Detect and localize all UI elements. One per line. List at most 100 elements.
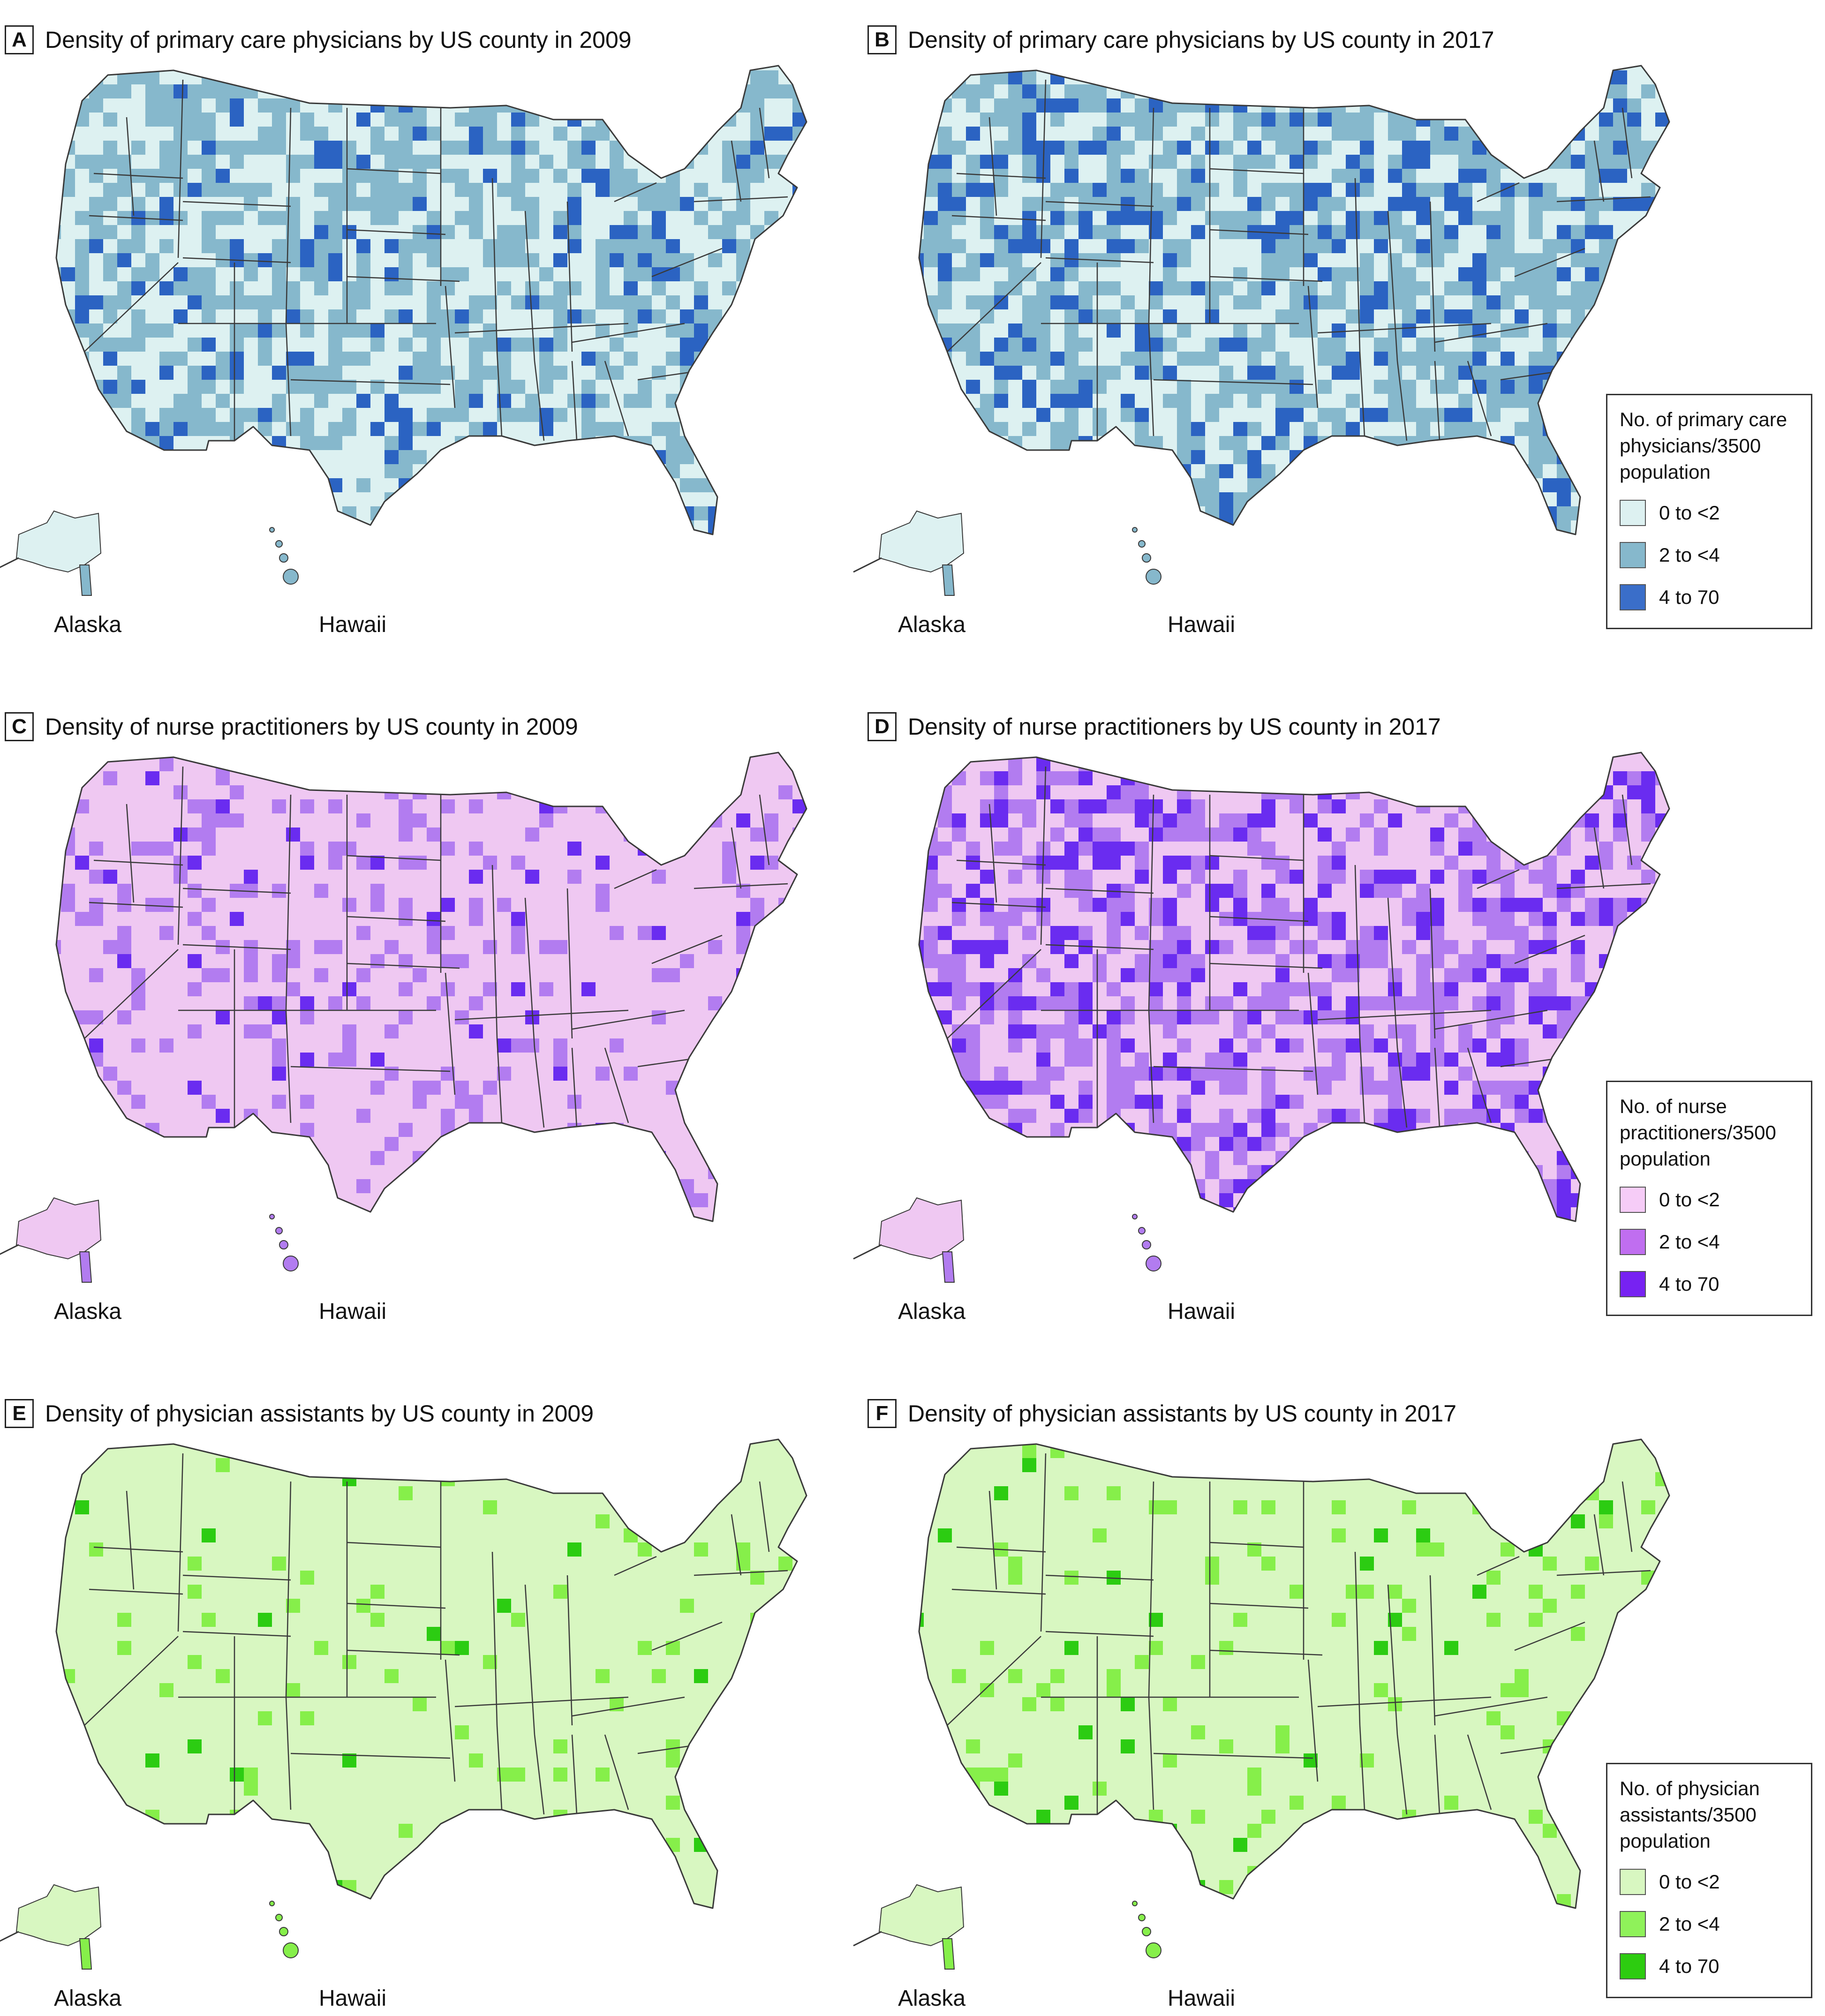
county-cell xyxy=(173,98,188,113)
county-cell xyxy=(328,842,342,856)
county-cell xyxy=(1107,492,1121,506)
county-cell xyxy=(1163,1053,1177,1067)
alaska-label: Alaska xyxy=(898,1299,966,1324)
county-cell xyxy=(1360,309,1374,323)
county-cell xyxy=(1036,1038,1050,1053)
county-cell xyxy=(1458,757,1472,771)
county-cell xyxy=(188,884,202,898)
county-cell xyxy=(1388,1151,1402,1165)
state-boundary xyxy=(182,201,291,207)
county-cell xyxy=(1627,926,1641,940)
county-cell xyxy=(1177,1010,1191,1024)
county-cell xyxy=(1515,940,1529,954)
county-cell xyxy=(258,1024,272,1038)
county-cell xyxy=(1149,338,1163,352)
county-cell xyxy=(230,295,244,309)
county-cell xyxy=(1486,84,1501,98)
alaska-label: Alaska xyxy=(898,612,966,637)
county-cell xyxy=(722,422,736,436)
county-cell xyxy=(455,1207,469,1221)
county-cell xyxy=(441,323,455,338)
county-cell xyxy=(1177,436,1191,450)
county-cell xyxy=(1374,940,1388,954)
county-cell xyxy=(244,478,258,492)
county-cell xyxy=(61,464,75,478)
county-cell xyxy=(469,70,483,84)
county-cell xyxy=(483,1081,497,1095)
state-boundary xyxy=(1621,1481,1633,1552)
state-boundary xyxy=(285,1481,292,1698)
county-cell xyxy=(56,1010,61,1024)
county-cell xyxy=(202,1528,216,1542)
county-cell xyxy=(1304,1179,1318,1193)
county-cell xyxy=(399,113,413,127)
county-cell xyxy=(1472,1585,1486,1599)
state-boundary xyxy=(445,972,456,1095)
county-cell xyxy=(1261,1810,1275,1824)
county-cell xyxy=(919,1165,924,1179)
county-cell xyxy=(399,506,413,520)
county-cell xyxy=(145,1810,159,1824)
county-cell xyxy=(1571,870,1585,884)
county-cell xyxy=(1332,1796,1346,1810)
county-cell xyxy=(764,408,778,422)
county-cell xyxy=(441,926,455,940)
county-cell xyxy=(1374,1207,1388,1221)
county-cell xyxy=(1064,211,1078,225)
county-cell xyxy=(356,813,370,827)
county-cell xyxy=(1177,197,1191,211)
county-cell xyxy=(131,968,145,982)
county-cell xyxy=(1416,898,1430,912)
county-cell xyxy=(1332,1613,1346,1627)
county-cell xyxy=(1402,1038,1416,1053)
county-cell xyxy=(244,1852,258,1866)
hawaii-island xyxy=(283,1942,299,1958)
county-cell xyxy=(1022,169,1036,183)
county-cell xyxy=(1022,127,1036,141)
county-cell xyxy=(300,1711,314,1725)
county-cell xyxy=(1402,1024,1416,1038)
county-cell xyxy=(1149,84,1163,98)
county-cell xyxy=(103,771,117,785)
county-cell xyxy=(919,1109,924,1123)
county-cell xyxy=(994,1151,1008,1165)
county-cell xyxy=(1472,1165,1486,1179)
county-cell xyxy=(385,940,399,954)
county-cell xyxy=(1022,1444,1036,1458)
county-cell xyxy=(1093,464,1107,478)
hawaii-island xyxy=(283,569,299,585)
county-cell xyxy=(1050,225,1064,239)
hawaii-island xyxy=(279,1240,288,1249)
hawaii-label: Hawaii xyxy=(319,1299,387,1324)
county-cell xyxy=(624,239,638,253)
county-cell xyxy=(764,1768,778,1782)
county-cell xyxy=(567,225,581,239)
county-cell xyxy=(1205,520,1219,534)
county-cell xyxy=(924,1024,938,1038)
county-cell xyxy=(1318,380,1332,394)
county-cell xyxy=(624,267,638,281)
county-cell xyxy=(1318,1179,1332,1193)
county-cell xyxy=(1430,84,1444,98)
county-cell xyxy=(103,492,117,506)
state-boundary xyxy=(572,323,685,343)
legend-swatch xyxy=(1620,1953,1646,1979)
county-cell xyxy=(1416,253,1430,267)
county-cell xyxy=(1149,155,1163,169)
county-cell xyxy=(1613,281,1627,295)
county-cell xyxy=(89,1038,103,1053)
county-cell xyxy=(1430,1053,1444,1067)
county-cell xyxy=(539,338,553,352)
county-cell xyxy=(1627,113,1641,127)
county-cell xyxy=(1585,506,1599,520)
county-cell xyxy=(1247,366,1261,380)
county-cell xyxy=(1135,856,1149,870)
county-cell xyxy=(1191,954,1205,968)
county-cell xyxy=(1163,1123,1177,1137)
county-cell xyxy=(1064,309,1078,323)
county-cell xyxy=(1501,113,1515,127)
county-cell xyxy=(441,281,455,295)
county-cell xyxy=(1022,211,1036,225)
county-cell xyxy=(694,1669,708,1683)
county-cell xyxy=(1205,394,1219,408)
